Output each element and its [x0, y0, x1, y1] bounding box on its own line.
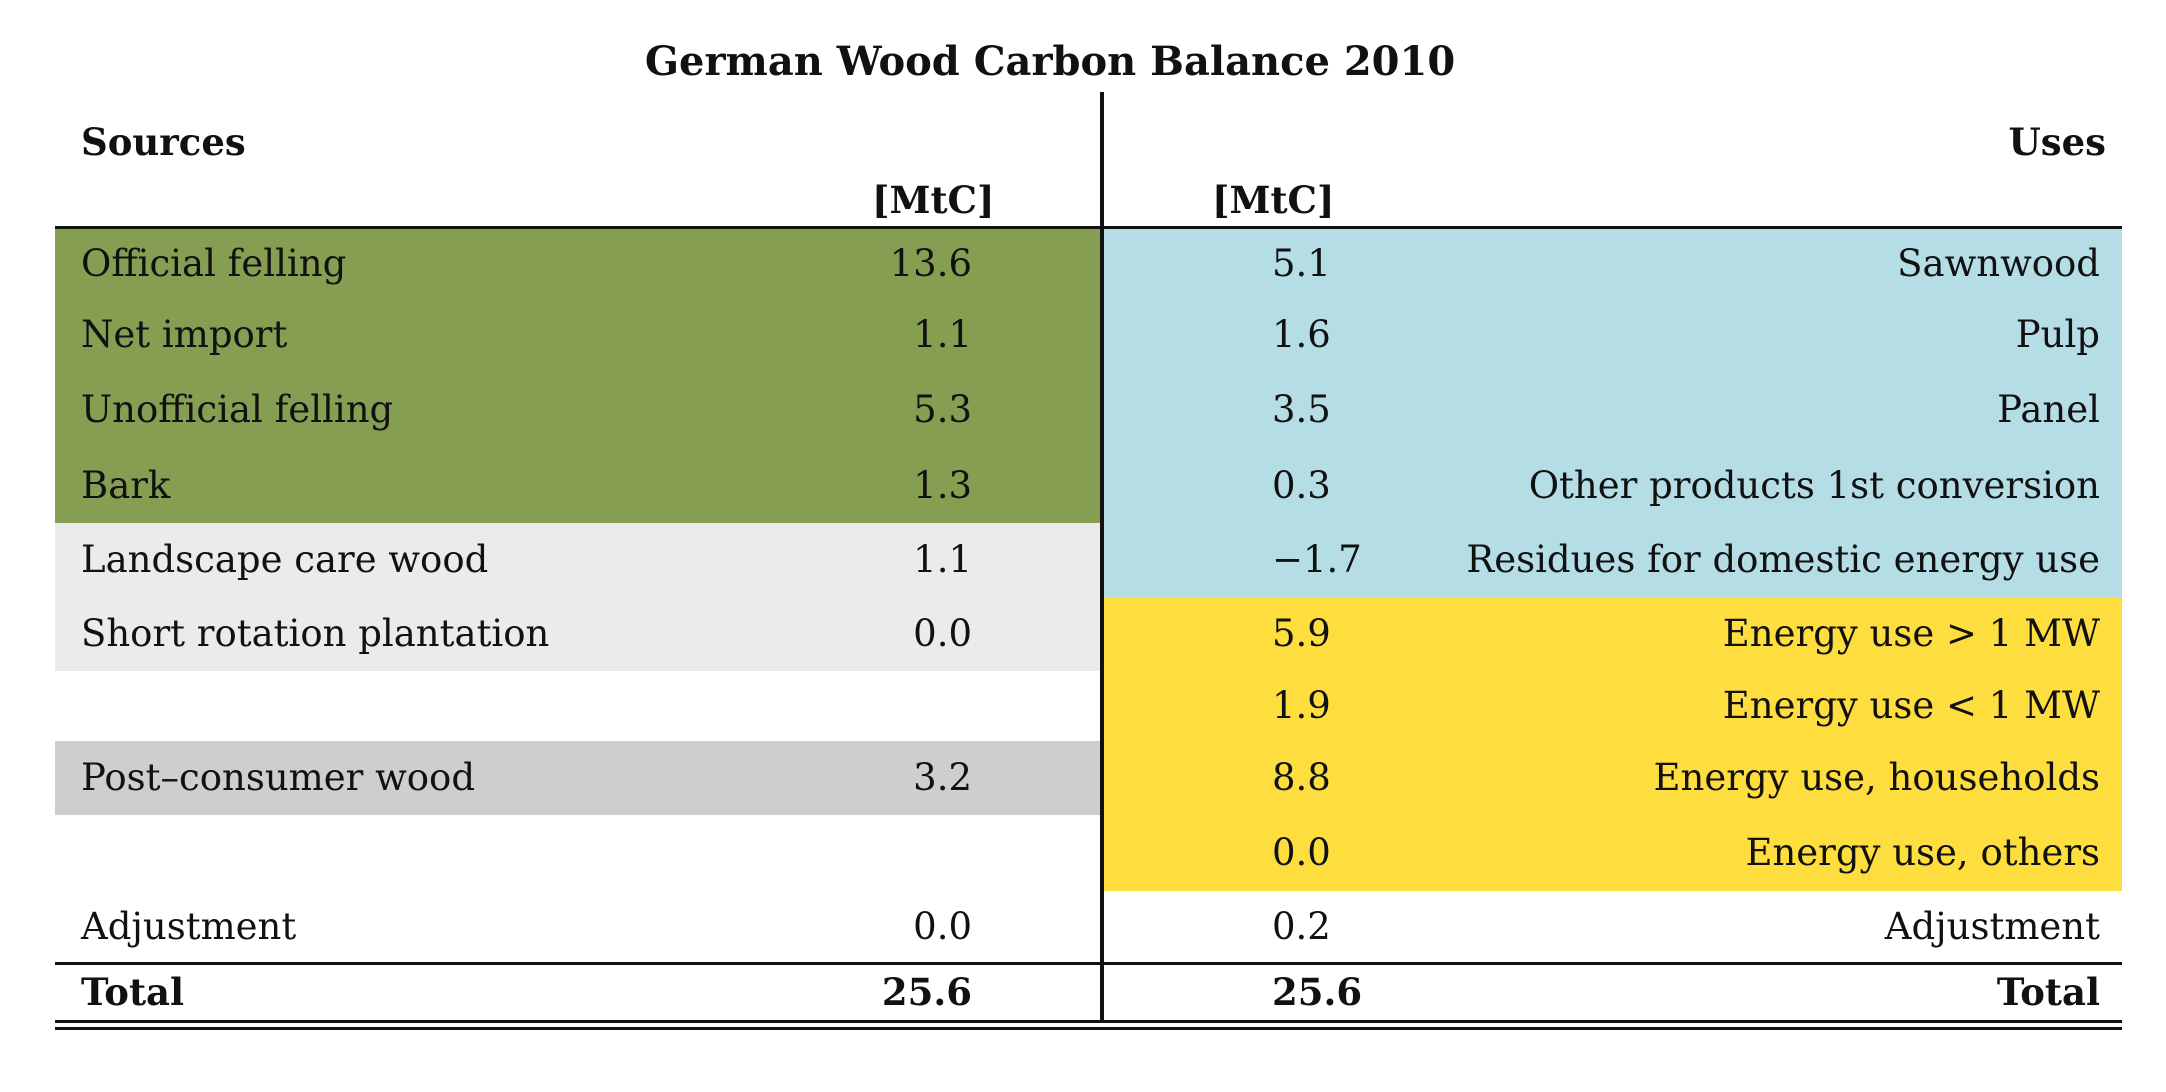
sources-header: Sources [81, 120, 246, 164]
use-row: Other products 1st conversion 0.3 [1104, 448, 2122, 523]
source-value: 1.3 [913, 464, 972, 507]
use-label: Residues for domestic energy use [1466, 538, 2100, 581]
uses-unit-header: [MtC] [1212, 178, 1335, 222]
bottom-double-rule-bottom [55, 1027, 2122, 1030]
source-value: 1.1 [913, 538, 972, 581]
uses-total-value: 25.6 [1272, 970, 1363, 1014]
uses-total-row: Total 25.6 [1104, 965, 2122, 1020]
use-value: 1.9 [1272, 684, 1331, 727]
sources-unit-header: [MtC] [872, 178, 995, 222]
use-value: 3.5 [1272, 388, 1331, 431]
use-value: 5.9 [1272, 612, 1331, 655]
use-label: Pulp [2015, 313, 2100, 356]
use-row: Energy use < 1 MW 1.9 [1104, 671, 2122, 741]
use-value: 0.3 [1272, 464, 1331, 507]
source-label: Adjustment [81, 905, 297, 948]
uses-total-label: Total [1996, 970, 2100, 1014]
source-row [55, 815, 1100, 891]
use-row: Panel 3.5 [1104, 372, 2122, 448]
use-row: Residues for domestic energy use −1.7 [1104, 523, 2122, 597]
source-row: Bark 1.3 [55, 448, 1100, 523]
sources-total-row: Total 25.6 [55, 965, 1100, 1020]
source-value: 3.2 [913, 756, 972, 799]
source-row [55, 671, 1100, 741]
source-row: Net import 1.1 [55, 298, 1100, 372]
source-row: Short rotation plantation 0.0 [55, 597, 1100, 671]
column-divider [1100, 92, 1104, 1022]
source-label: Post–consumer wood [81, 756, 476, 799]
source-label: Landscape care wood [81, 538, 489, 581]
use-label: Energy use, others [1745, 831, 2100, 874]
sources-total-value: 25.6 [881, 970, 972, 1014]
use-value: 0.0 [1272, 831, 1331, 874]
source-label: Bark [81, 464, 171, 507]
use-row: Energy use > 1 MW 5.9 [1104, 597, 2122, 671]
use-value: −1.7 [1272, 538, 1362, 581]
source-row: Post–consumer wood 3.2 [55, 741, 1100, 815]
use-row: Sawnwood 5.1 [1104, 229, 2122, 298]
total-rule [55, 962, 2122, 965]
sources-total-label: Total [81, 970, 185, 1014]
use-label: Energy use > 1 MW [1722, 612, 2100, 655]
source-label: Short rotation plantation [81, 612, 550, 655]
use-value: 0.2 [1272, 905, 1331, 948]
source-label: Unofficial felling [81, 388, 394, 431]
use-label: Energy use, households [1653, 756, 2100, 799]
use-label: Adjustment [1884, 905, 2100, 948]
source-value: 13.6 [889, 242, 972, 285]
uses-header: Uses [2008, 120, 2106, 164]
source-row: Official felling 13.6 [55, 229, 1100, 298]
source-row: Unofficial felling 5.3 [55, 372, 1100, 448]
bottom-double-rule-top [55, 1020, 2122, 1023]
use-label: Panel [1997, 388, 2100, 431]
source-value: 0.0 [913, 612, 972, 655]
use-label: Energy use < 1 MW [1722, 684, 2100, 727]
table-title: German Wood Carbon Balance 2010 [644, 38, 1456, 85]
use-row: Adjustment 0.2 [1104, 891, 2122, 962]
source-label: Net import [81, 313, 288, 356]
source-value: 5.3 [913, 388, 972, 431]
use-value: 1.6 [1272, 313, 1331, 356]
source-label: Official felling [81, 242, 347, 285]
use-value: 5.1 [1272, 242, 1331, 285]
use-value: 8.8 [1272, 756, 1331, 799]
source-value: 1.1 [913, 313, 972, 356]
use-row: Energy use, others 0.0 [1104, 815, 2122, 891]
header-rule [55, 226, 2122, 229]
use-row: Energy use, households 8.8 [1104, 741, 2122, 815]
source-value: 0.0 [913, 905, 972, 948]
source-row: Landscape care wood 1.1 [55, 523, 1100, 597]
use-label: Sawnwood [1897, 242, 2100, 285]
use-row: Pulp 1.6 [1104, 298, 2122, 372]
use-label: Other products 1st conversion [1528, 464, 2100, 507]
source-row: Adjustment 0.0 [55, 891, 1100, 962]
